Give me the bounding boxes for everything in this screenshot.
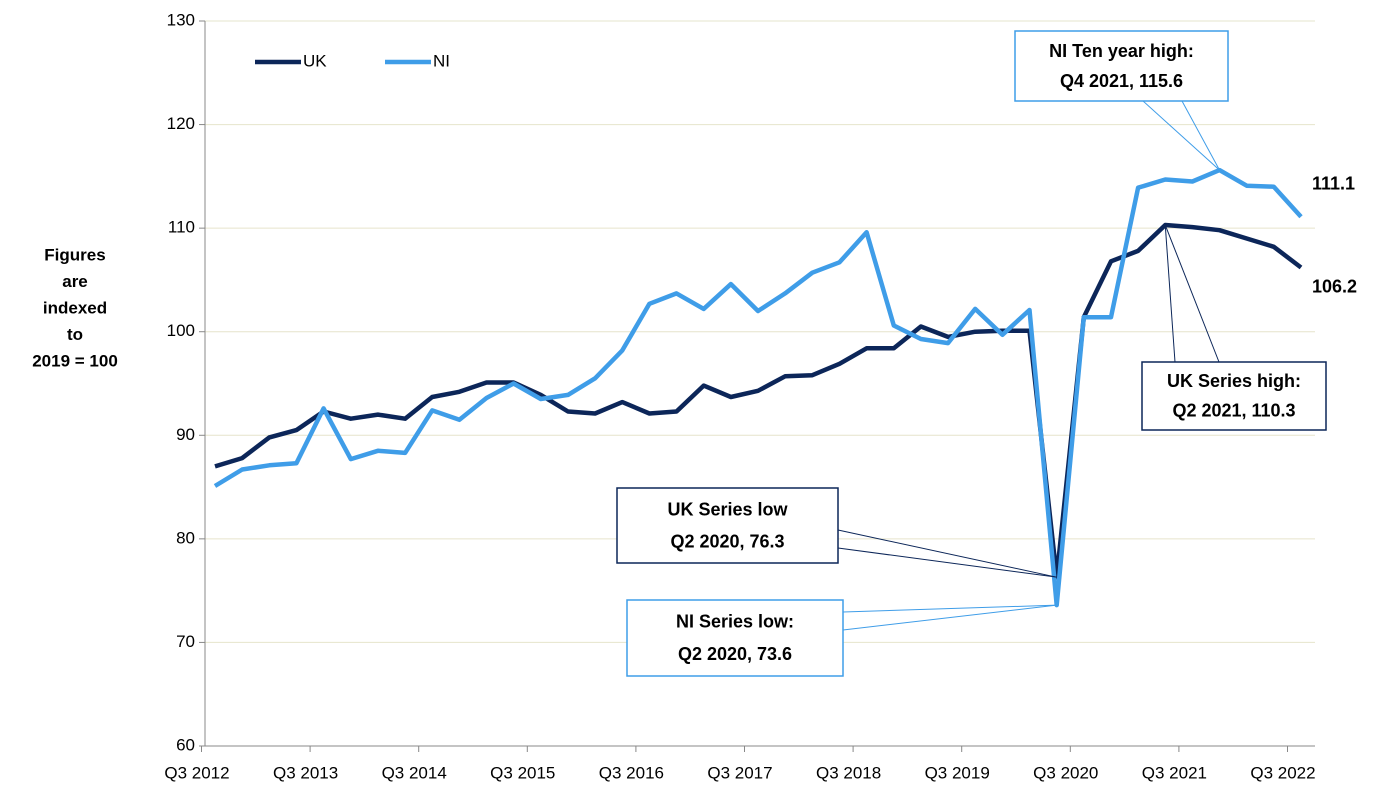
x-tick-label: Q3 2022	[1250, 763, 1315, 782]
x-tick-label: Q3 2014	[382, 763, 447, 782]
annotation-box	[1014, 30, 1229, 102]
x-tick-label: Q3 2021	[1142, 763, 1207, 782]
x-tick-label: Q3 2017	[707, 763, 772, 782]
annotation-box	[626, 599, 844, 677]
annotation-box	[1141, 361, 1327, 431]
annotation-text: UK Series high:	[1167, 371, 1301, 391]
annotation-box	[616, 487, 839, 564]
annotation-connector	[837, 529, 1057, 578]
y-tick-label: 70	[176, 632, 195, 651]
annotation-text: Q2 2020, 76.3	[670, 532, 784, 552]
legend-label: UK	[303, 51, 327, 70]
annotation-text: Q4 2021, 115.6	[1060, 71, 1183, 91]
x-tick-label: Q3 2013	[273, 763, 338, 782]
legend-label: NI	[433, 51, 450, 70]
annotation-text: UK Series low	[667, 499, 788, 519]
x-tick-label: Q3 2016	[599, 763, 664, 782]
series-line	[213, 167, 1303, 608]
y-axis-label: Figures	[44, 245, 105, 264]
annotation-text: Q2 2021, 110.3	[1172, 400, 1295, 420]
y-axis-label: are	[62, 272, 88, 291]
annotation-text: NI Ten year high:	[1049, 41, 1194, 61]
annotation-connector	[1142, 100, 1220, 171]
annotation-connector	[1164, 224, 1220, 363]
y-tick-label: 130	[167, 10, 195, 29]
y-axis-label: indexed	[43, 298, 107, 317]
annotation-connector	[1164, 225, 1176, 363]
annotation-connector	[1181, 100, 1220, 171]
annotation-text: NI Series low:	[676, 612, 794, 632]
annotation-connector	[842, 604, 1057, 631]
y-tick-label: 80	[176, 528, 195, 547]
y-tick-label: 120	[167, 114, 195, 133]
x-tick-label: Q3 2015	[490, 763, 555, 782]
y-axis-label: 2019 = 100	[32, 351, 118, 370]
data-label: 106.2	[1312, 276, 1357, 296]
annotation-text: Q2 2020, 73.6	[678, 644, 792, 664]
data-label: 111.1	[1312, 174, 1355, 194]
series-line	[214, 222, 1303, 580]
y-tick-label: 110	[168, 218, 195, 237]
x-tick-label: Q3 2020	[1033, 763, 1098, 782]
y-axis-label: to	[67, 325, 83, 344]
x-tick-label: Q3 2018	[816, 763, 881, 782]
annotation-connector	[837, 547, 1057, 578]
y-tick-label: 100	[167, 321, 195, 340]
y-tick-label: 60	[176, 735, 195, 754]
x-tick-label: Q3 2019	[925, 763, 990, 782]
x-tick-label: Q3 2012	[164, 763, 229, 782]
y-tick-label: 90	[176, 425, 195, 444]
annotation-connector	[842, 604, 1057, 613]
